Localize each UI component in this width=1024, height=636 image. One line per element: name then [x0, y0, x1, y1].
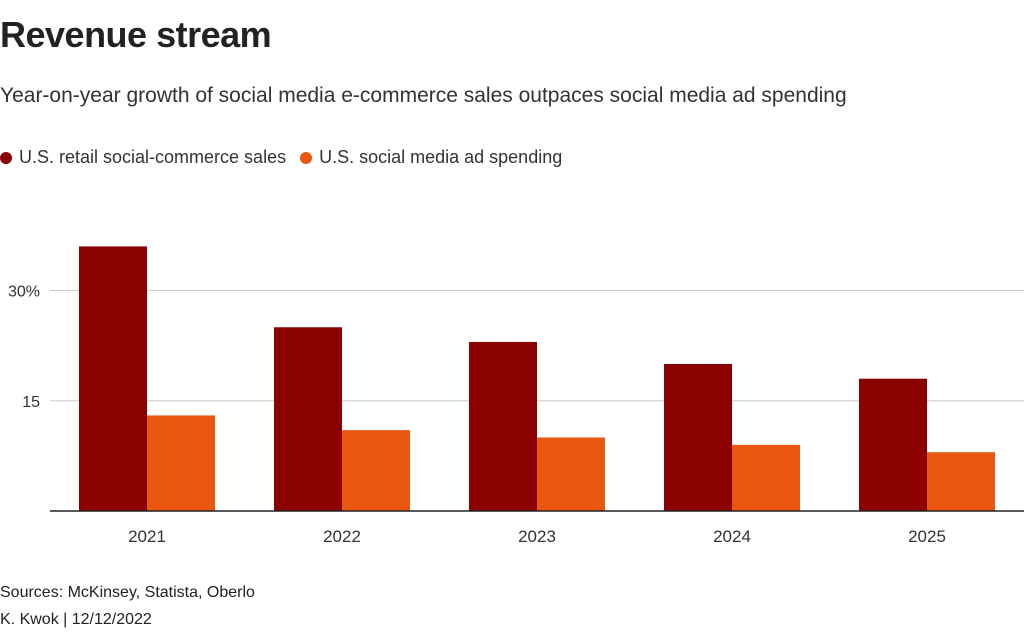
- bar-social-media-ad-spending-2024: [732, 444, 800, 511]
- legend-swatch-retail-social-commerce: [0, 151, 12, 164]
- x-tick-label-2022: 2022: [323, 527, 361, 546]
- legend-swatch-social-media-ad-spending: [300, 151, 313, 164]
- x-tick-label-2023: 2023: [518, 527, 556, 546]
- sources-note: Sources: McKinsey, Statista, Oberlo: [0, 584, 255, 601]
- bar-chart: 15 30% 2021 2022 2023 2024 2025: [8, 246, 1024, 546]
- chart-subtitle: Year-on-year growth of social media e-co…: [0, 84, 847, 107]
- y-tick-label-30: 30%: [8, 284, 40, 301]
- bar-retail-social-commerce-2022: [274, 327, 342, 511]
- bar-retail-social-commerce-2023: [469, 341, 537, 511]
- legend-label-social-media-ad-spending: U.S. social media ad spending: [319, 147, 563, 167]
- byline-date: K. Kwok | 12/12/2022: [0, 611, 152, 628]
- bar-social-media-ad-spending-2025: [927, 452, 995, 511]
- chart-title: Revenue stream: [0, 14, 272, 55]
- x-tick-label-2021: 2021: [128, 527, 166, 546]
- legend-item-social-media-ad-spending: U.S. social media ad spending: [300, 147, 562, 168]
- x-tick-label-2025: 2025: [908, 527, 946, 546]
- x-tick-label-2024: 2024: [713, 527, 751, 546]
- y-tick-label-15: 15: [22, 394, 40, 411]
- legend: U.S. retail social-commerce sales U.S. s…: [0, 147, 576, 168]
- bar-social-media-ad-spending-2023: [537, 437, 605, 511]
- bar-social-media-ad-spending-2021: [147, 415, 215, 511]
- legend-item-retail-social-commerce: U.S. retail social-commerce sales: [0, 147, 286, 168]
- bar-retail-social-commerce-2024: [664, 364, 732, 511]
- bar-social-media-ad-spending-2022: [342, 430, 410, 511]
- bar-retail-social-commerce-2025: [859, 378, 927, 511]
- legend-label-retail-social-commerce: U.S. retail social-commerce sales: [19, 147, 287, 167]
- bar-retail-social-commerce-2021: [79, 246, 147, 511]
